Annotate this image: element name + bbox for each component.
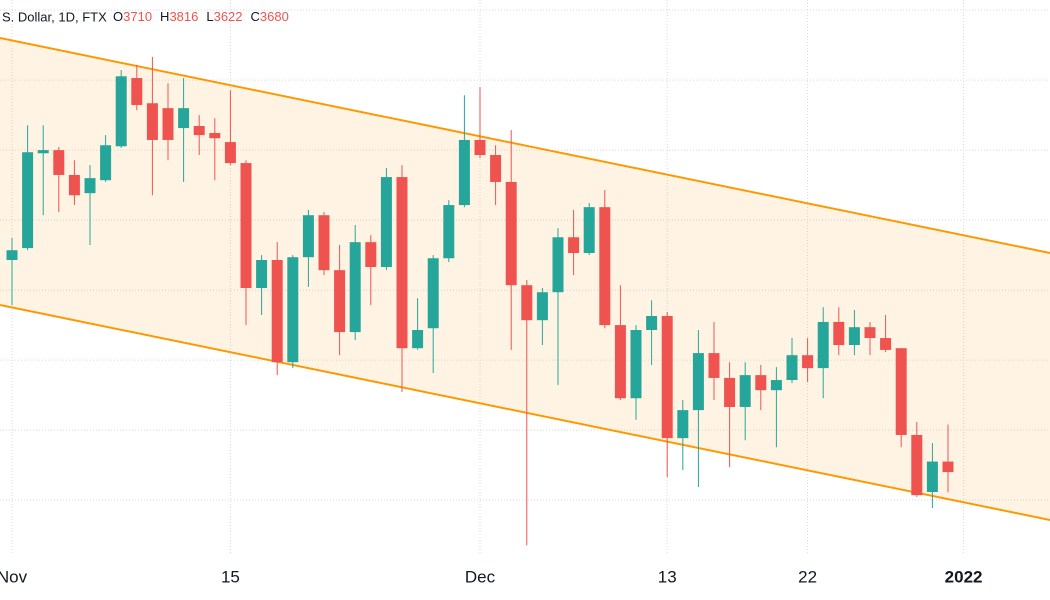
candle-body <box>630 329 642 399</box>
candle-body <box>412 329 424 349</box>
x-tick-label: 2022 <box>945 567 983 586</box>
x-tick-label: 13 <box>658 567 677 586</box>
candle-body <box>677 410 689 439</box>
candle-body <box>193 125 205 136</box>
time-axis-bg <box>0 555 1050 600</box>
ohlc-label: L <box>206 9 213 24</box>
candle-body <box>115 76 127 147</box>
x-tick-label: 15 <box>221 567 240 586</box>
candle-body <box>490 155 502 182</box>
candle-body <box>380 177 392 268</box>
candle-body <box>568 237 580 254</box>
candle-body <box>646 315 658 330</box>
candle-body <box>536 292 548 321</box>
candle-body <box>599 207 611 326</box>
candle-body <box>458 139 470 206</box>
candle-body <box>692 353 704 411</box>
candle-body <box>256 260 268 288</box>
candle-body <box>427 258 439 329</box>
candle-body <box>474 139 486 156</box>
candle-body <box>724 377 736 407</box>
candle-body <box>926 461 938 493</box>
candle-body <box>162 108 174 140</box>
x-tick-label: Dec <box>465 567 496 586</box>
candle-body <box>318 215 330 271</box>
candle-body <box>661 315 673 439</box>
candle-body <box>786 355 798 381</box>
candles <box>6 57 954 546</box>
candle-body <box>53 150 65 175</box>
candle-body <box>583 207 595 254</box>
channel-lower <box>0 304 1050 521</box>
x-tick-label: 22 <box>798 567 817 586</box>
candle-body <box>334 270 346 333</box>
time-axis: Nov 15 Dec 13 22 2022 <box>0 567 983 586</box>
candle-body <box>708 353 720 378</box>
candle-body <box>443 205 455 259</box>
channel-fill <box>0 38 1050 520</box>
candle-body <box>755 375 767 391</box>
candle-body <box>178 108 190 129</box>
candle-body <box>614 325 626 399</box>
candle-body <box>271 260 283 363</box>
candle-body <box>84 178 96 194</box>
ohlc-label: C <box>251 9 260 24</box>
candle-body <box>68 174 80 196</box>
candle-body <box>770 380 782 391</box>
candle-body <box>396 177 408 349</box>
candle-body <box>911 434 923 496</box>
candle-body <box>224 142 236 164</box>
candle-body <box>739 375 751 407</box>
candle-body <box>240 163 252 288</box>
candle-body <box>802 355 814 369</box>
candle-body <box>131 78 143 105</box>
candle-body <box>349 242 361 333</box>
candle-body <box>521 285 533 321</box>
candle-body <box>880 338 892 350</box>
ohlc-label: O <box>113 9 123 24</box>
ohlc-text: O3710 H3816 L3622 C3680 <box>113 9 289 24</box>
candle-body <box>505 181 517 286</box>
candle-body <box>287 257 299 363</box>
candle-body <box>100 145 112 181</box>
candle-body <box>365 242 377 268</box>
candle-body <box>817 321 829 369</box>
ohlc-value: 3622 <box>214 9 243 24</box>
candle-body <box>864 327 876 339</box>
ohlc-value: 3816 <box>169 9 198 24</box>
ohlc-value: 3680 <box>260 9 289 24</box>
candle-body <box>37 150 49 154</box>
candle-body <box>833 321 845 346</box>
candle-body <box>146 103 158 140</box>
ohlc-label: H <box>160 9 169 24</box>
ohlc-readout: O3710 H3816 L3622 C3680 <box>113 9 289 24</box>
candle-body <box>895 348 907 435</box>
candle-body <box>942 461 954 473</box>
candle-body <box>209 132 221 139</box>
candle-body <box>22 152 34 249</box>
candle-body <box>552 237 564 293</box>
candle-body <box>848 327 860 346</box>
x-tick-label: Nov <box>0 567 28 586</box>
ohlc-value: 3710 <box>123 9 152 24</box>
candle-body <box>6 250 18 261</box>
chart-title: S. Dollar, 1D, FTX <box>2 9 107 24</box>
candle-body <box>302 215 314 258</box>
channel-upper <box>0 37 1050 254</box>
